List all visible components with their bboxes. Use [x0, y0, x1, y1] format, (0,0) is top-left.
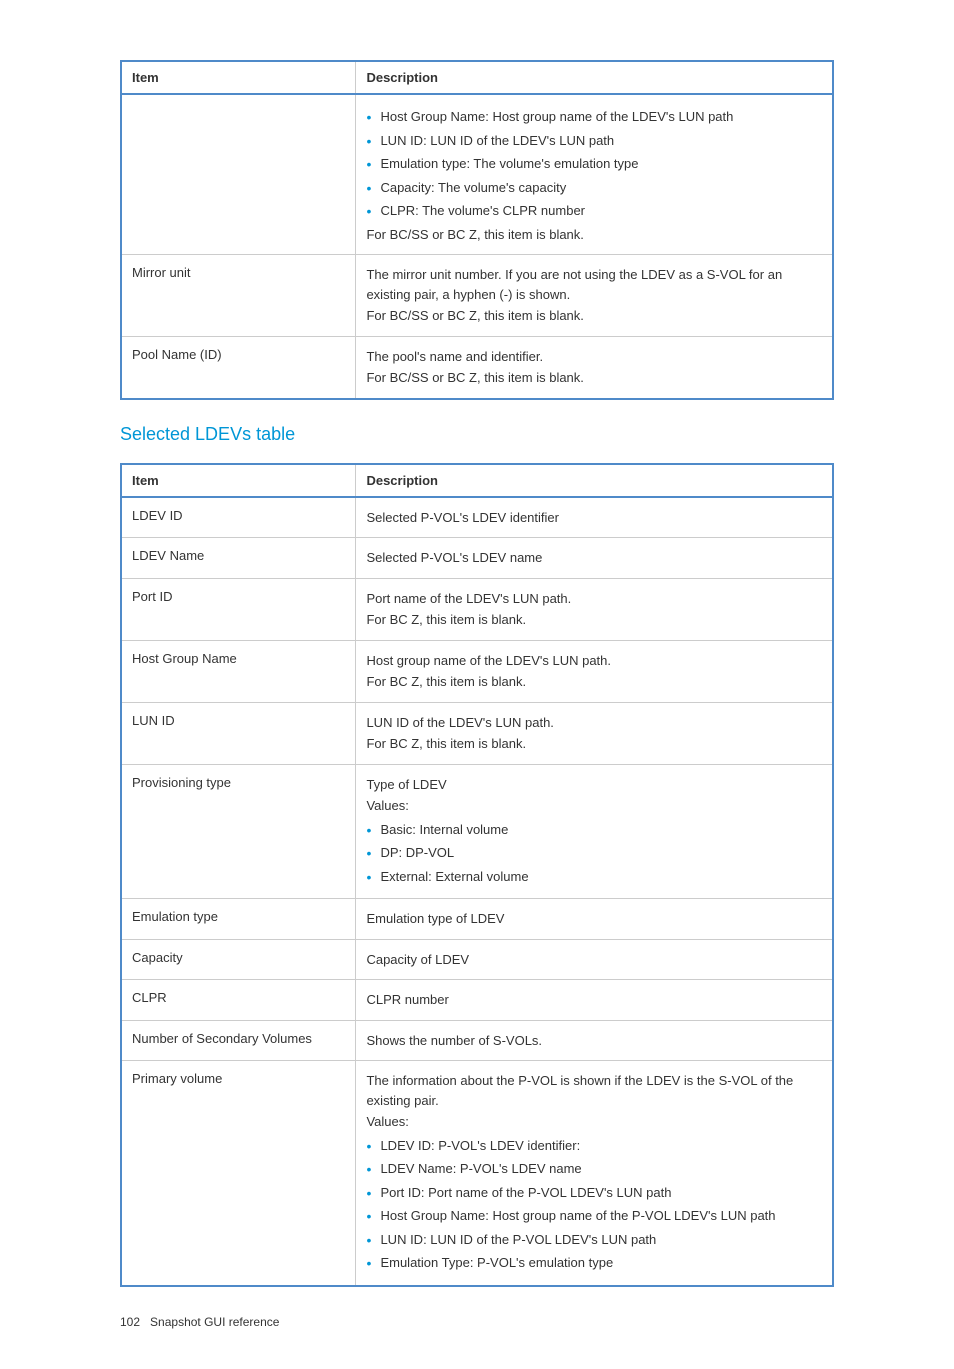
table-row: Number of Secondary Volumes Shows the nu… [121, 1020, 833, 1061]
desc-text: For BC Z, this item is blank. [366, 734, 822, 754]
cell-description: Emulation type of LDEV [356, 899, 833, 940]
cell-item: CLPR [121, 980, 356, 1021]
desc-text: Port name of the LDEV's LUN path. [366, 589, 822, 609]
desc-text: For BC Z, this item is blank. [366, 672, 822, 692]
cell-item: LDEV ID [121, 497, 356, 538]
desc-text: For BC/SS or BC Z, this item is blank. [366, 368, 822, 388]
desc-text: CLPR number [366, 990, 822, 1010]
cell-description: Shows the number of S-VOLs. [356, 1020, 833, 1061]
table-row: CLPR CLPR number [121, 980, 833, 1021]
cell-item: Provisioning type [121, 764, 356, 899]
cell-description: Port name of the LDEV's LUN path. For BC… [356, 578, 833, 640]
list-item: LDEV Name: P-VOL's LDEV name [366, 1159, 822, 1179]
table-row: LUN ID LUN ID of the LDEV's LUN path. Fo… [121, 702, 833, 764]
desc-text: For BC/SS or BC Z, this item is blank. [366, 306, 822, 326]
cell-item: Port ID [121, 578, 356, 640]
cell-item [121, 94, 356, 255]
header-item: Item [121, 61, 356, 94]
desc-text: Type of LDEV [366, 775, 822, 795]
list-item: LDEV ID: P-VOL's LDEV identifier: [366, 1136, 822, 1156]
table-row: Emulation type Emulation type of LDEV [121, 899, 833, 940]
desc-text: Capacity of LDEV [366, 950, 822, 970]
header-description: Description [356, 464, 833, 497]
desc-text: For BC Z, this item is blank. [366, 610, 822, 630]
table-row: Capacity Capacity of LDEV [121, 939, 833, 980]
list-item: Capacity: The volume's capacity [366, 178, 822, 198]
cell-item: Mirror unit [121, 255, 356, 337]
table-row: Provisioning type Type of LDEV Values: B… [121, 764, 833, 899]
footer-title: Snapshot GUI reference [150, 1315, 279, 1329]
desc-text: Values: [366, 796, 822, 816]
page-number: 102 [120, 1315, 140, 1329]
list-item: CLPR: The volume's CLPR number [366, 201, 822, 221]
desc-text: The information about the P-VOL is shown… [366, 1071, 822, 1110]
cell-description: Type of LDEV Values: Basic: Internal vol… [356, 764, 833, 899]
list-item: LUN ID: LUN ID of the LDEV's LUN path [366, 131, 822, 151]
list-item: Host Group Name: Host group name of the … [366, 107, 822, 127]
list-item: Emulation Type: P-VOL's emulation type [366, 1253, 822, 1273]
table-row: LDEV Name Selected P-VOL's LDEV name [121, 538, 833, 579]
cell-description: Selected P-VOL's LDEV identifier [356, 497, 833, 538]
table-header-row: Item Description [121, 61, 833, 94]
cell-item: LUN ID [121, 702, 356, 764]
cell-description: CLPR number [356, 980, 833, 1021]
desc-text: Emulation type of LDEV [366, 909, 822, 929]
cell-description: The pool's name and identifier. For BC/S… [356, 336, 833, 399]
bullet-list: Basic: Internal volume DP: DP-VOL Extern… [366, 820, 822, 887]
cell-item: Pool Name (ID) [121, 336, 356, 399]
cell-description: Host group name of the LDEV's LUN path. … [356, 640, 833, 702]
table-row: Mirror unit The mirror unit number. If y… [121, 255, 833, 337]
page-footer: 102 Snapshot GUI reference [120, 1315, 834, 1329]
table-row: Pool Name (ID) The pool's name and ident… [121, 336, 833, 399]
table-row: Port ID Port name of the LDEV's LUN path… [121, 578, 833, 640]
header-description: Description [356, 61, 833, 94]
bullet-list: LDEV ID: P-VOL's LDEV identifier: LDEV N… [366, 1136, 822, 1273]
desc-text: Selected P-VOL's LDEV name [366, 548, 822, 568]
cell-description: Selected P-VOL's LDEV name [356, 538, 833, 579]
cell-item: Number of Secondary Volumes [121, 1020, 356, 1061]
desc-text: Selected P-VOL's LDEV identifier [366, 508, 822, 528]
cell-item: LDEV Name [121, 538, 356, 579]
table-row: LDEV ID Selected P-VOL's LDEV identifier [121, 497, 833, 538]
list-item: Basic: Internal volume [366, 820, 822, 840]
cell-description: Capacity of LDEV [356, 939, 833, 980]
list-item: LUN ID: LUN ID of the P-VOL LDEV's LUN p… [366, 1230, 822, 1250]
table-item-description-1: Item Description Host Group Name: Host g… [120, 60, 834, 400]
table-selected-ldevs: Item Description LDEV ID Selected P-VOL'… [120, 463, 834, 1287]
section-heading-selected-ldevs: Selected LDEVs table [120, 424, 834, 445]
list-item: DP: DP-VOL [366, 843, 822, 863]
table-row: Primary volume The information about the… [121, 1061, 833, 1286]
desc-text: For BC/SS or BC Z, this item is blank. [366, 225, 822, 245]
list-item: Port ID: Port name of the P-VOL LDEV's L… [366, 1183, 822, 1203]
cell-item: Capacity [121, 939, 356, 980]
desc-text: Values: [366, 1112, 822, 1132]
cell-description: LUN ID of the LDEV's LUN path. For BC Z,… [356, 702, 833, 764]
cell-item: Host Group Name [121, 640, 356, 702]
bullet-list: Host Group Name: Host group name of the … [366, 107, 822, 221]
list-item: External: External volume [366, 867, 822, 887]
list-item: Emulation type: The volume's emulation t… [366, 154, 822, 174]
table-row: Host Group Name Host group name of the L… [121, 640, 833, 702]
table-row: Host Group Name: Host group name of the … [121, 94, 833, 255]
desc-text: LUN ID of the LDEV's LUN path. [366, 713, 822, 733]
table-header-row: Item Description [121, 464, 833, 497]
desc-text: Shows the number of S-VOLs. [366, 1031, 822, 1051]
cell-item: Emulation type [121, 899, 356, 940]
cell-item: Primary volume [121, 1061, 356, 1286]
list-item: Host Group Name: Host group name of the … [366, 1206, 822, 1226]
desc-text: Host group name of the LDEV's LUN path. [366, 651, 822, 671]
cell-description: Host Group Name: Host group name of the … [356, 94, 833, 255]
cell-description: The mirror unit number. If you are not u… [356, 255, 833, 337]
desc-text: The mirror unit number. If you are not u… [366, 265, 822, 304]
cell-description: The information about the P-VOL is shown… [356, 1061, 833, 1286]
header-item: Item [121, 464, 356, 497]
desc-text: The pool's name and identifier. [366, 347, 822, 367]
